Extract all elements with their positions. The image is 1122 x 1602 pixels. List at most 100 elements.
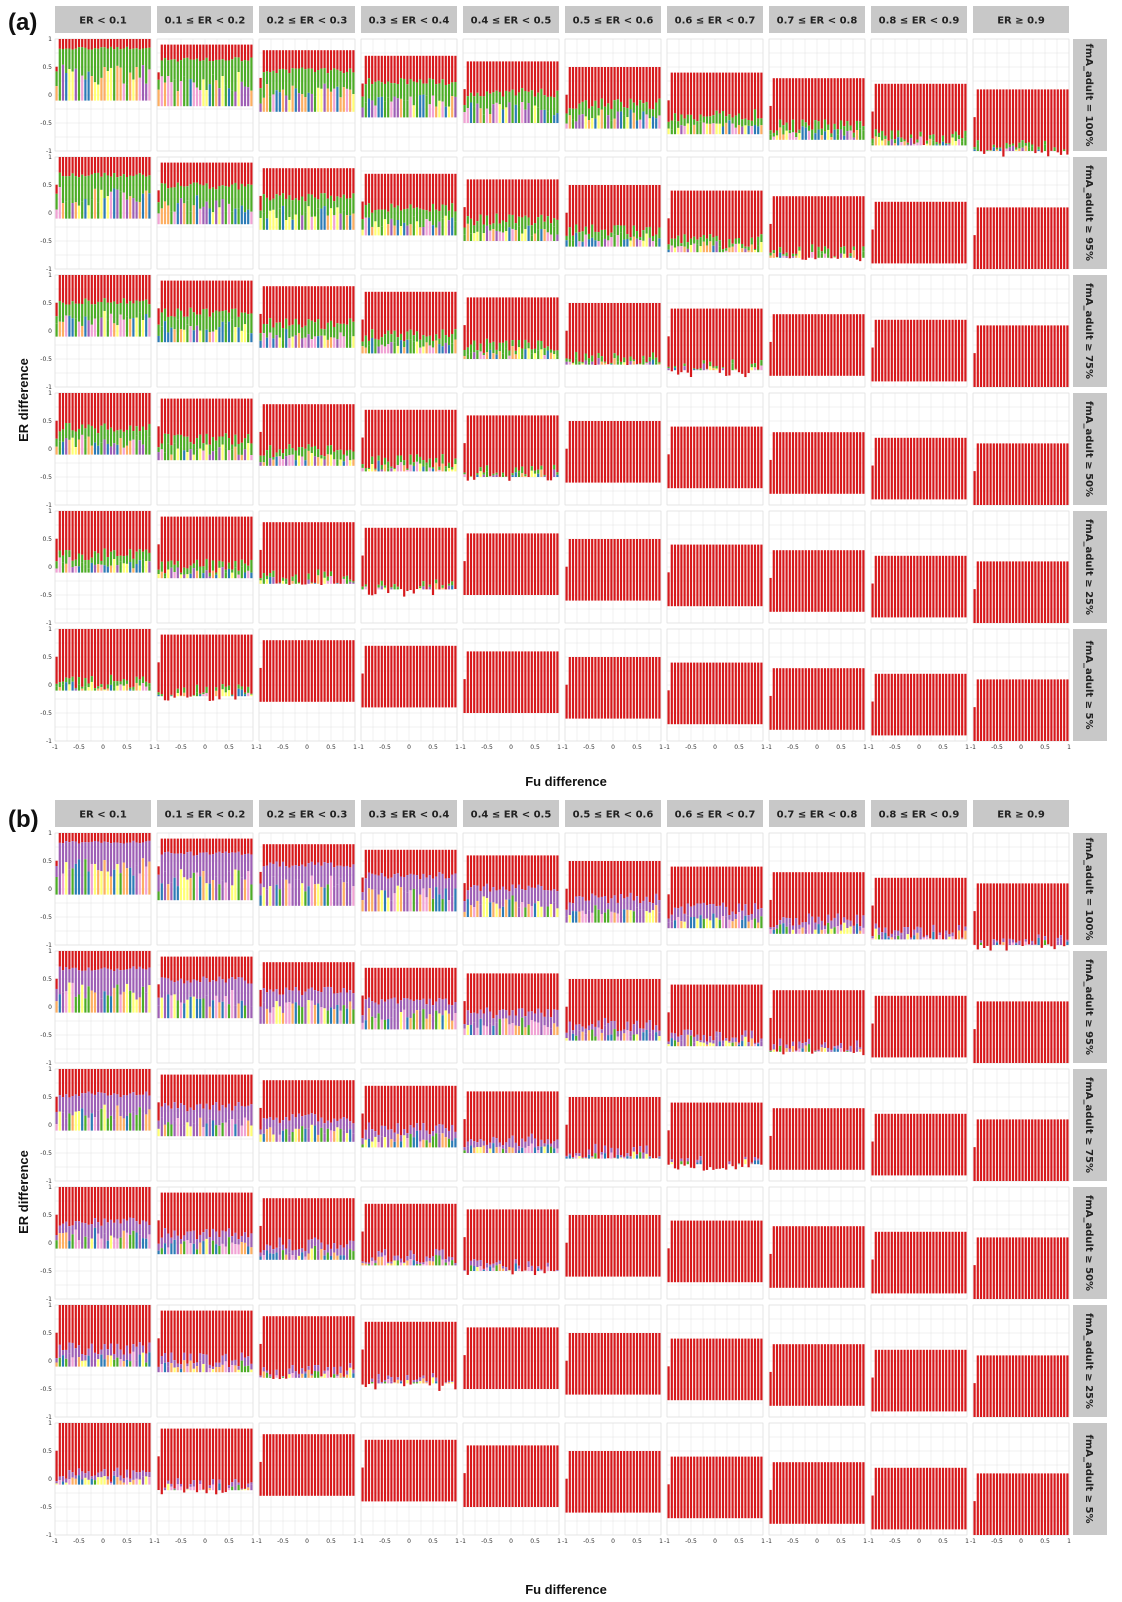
data-mark [587,185,591,234]
data-mark [202,443,205,451]
data-mark [275,322,278,336]
data-mark [272,198,275,210]
data-mark [498,231,501,241]
data-mark [189,184,192,212]
data-mark [61,49,65,65]
data-mark [846,78,849,122]
data-mark [843,668,846,730]
data-mark [409,173,412,205]
data-mark [725,248,728,251]
data-mark [231,162,234,185]
data-mark [243,692,247,695]
data-mark [591,657,594,719]
data-mark [498,61,501,92]
data-mark [71,393,74,431]
data-mark [517,179,521,217]
data-mark [109,302,113,314]
data-mark [859,128,862,140]
data-mark [597,539,600,601]
data-mark [275,456,278,466]
data-mark [186,634,189,698]
data-mark [211,280,215,313]
data-mark [827,129,830,140]
data-mark [530,90,533,108]
data-mark [74,202,77,219]
data-mark [954,131,957,142]
data-mark [677,544,680,607]
data-mark [157,692,160,695]
data-mark [301,215,304,230]
data-mark [635,539,639,601]
data-mark [109,674,113,685]
data-mark [119,314,122,337]
data-mark [412,645,415,708]
data-mark [715,123,718,135]
data-mark [485,415,489,466]
data-mark [215,687,218,691]
data-mark [320,193,323,209]
data-mark [234,567,237,579]
data-mark [403,173,406,210]
data-mark [361,586,364,589]
data-mark [61,555,65,563]
data-mark [517,226,521,241]
data-mark [715,426,718,489]
data-mark [651,109,655,117]
data-mark [1043,89,1047,141]
data-mark [425,55,428,84]
data-mark [371,84,374,101]
data-mark [387,173,390,212]
data-mark [145,686,148,691]
data-mark [607,303,610,365]
data-mark [632,112,635,129]
facet-panel [156,628,254,742]
data-mark [352,321,355,337]
data-mark [345,50,349,72]
data-mark [269,286,272,319]
data-mark [734,115,737,128]
data-mark [288,325,291,339]
data-mark [492,223,495,230]
data-mark [336,522,339,583]
data-mark [383,457,387,465]
data-mark [285,286,288,319]
data-mark [90,562,93,573]
data-mark [116,685,119,691]
data-mark [492,473,495,476]
data-mark [581,185,584,232]
data-mark [396,455,399,465]
data-mark [265,71,269,85]
data-mark [999,561,1002,623]
data-mark [438,527,441,590]
data-mark [1018,325,1021,387]
data-mark [157,324,160,336]
data-mark [310,446,313,454]
data-mark [227,60,231,89]
data-mark [648,108,651,119]
data-mark [725,190,728,249]
data-mark [527,533,530,595]
data-mark [1005,89,1008,143]
data-mark [415,100,419,118]
data-mark [202,44,205,61]
data-mark [160,449,163,461]
data-mark [753,363,757,368]
data-mark [74,176,77,203]
data-mark [106,196,109,219]
data-mark [587,421,591,483]
data-mark [113,188,116,219]
data-mark [329,445,333,455]
data-mark [275,404,278,453]
data-mark [696,308,699,370]
data-mark [629,67,632,99]
data-mark [301,196,304,216]
data-mark [807,78,811,126]
data-mark [721,249,725,252]
data-mark [371,329,374,338]
data-mark [626,421,629,483]
data-mark [189,442,192,450]
data-mark [553,415,556,465]
data-mark [524,339,527,350]
data-mark [961,555,964,618]
data-mark [986,207,989,269]
